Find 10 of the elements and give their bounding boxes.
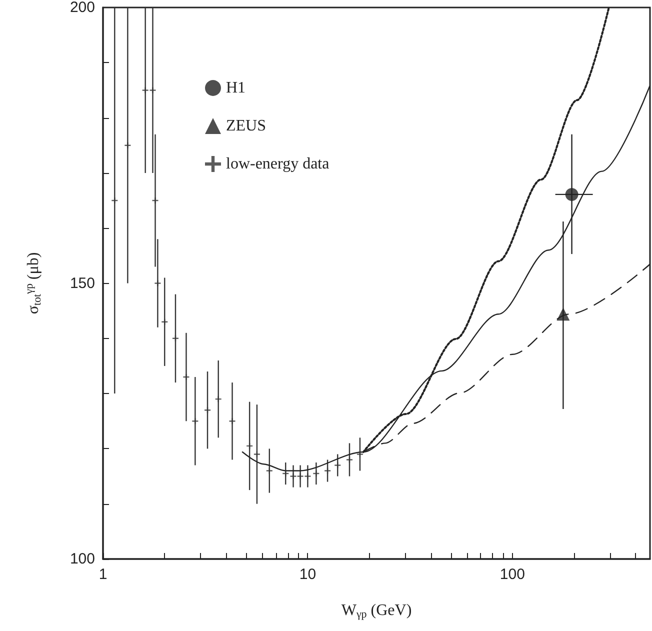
x-tick-label: 10 — [299, 566, 316, 583]
y-tick-label: 100 — [70, 550, 95, 568]
legend-label: ZEUS — [226, 118, 266, 134]
y-tick-label: 200 — [70, 0, 95, 16]
x-tick-label: 1 — [98, 566, 108, 583]
y-tick-label: 150 — [70, 274, 95, 292]
x-tick-label: 100 — [500, 566, 525, 583]
legend-label: H1 — [226, 80, 246, 96]
legend-label: low-energy data — [226, 156, 330, 172]
y-axis-title: σtotγp (μb) — [24, 252, 44, 314]
